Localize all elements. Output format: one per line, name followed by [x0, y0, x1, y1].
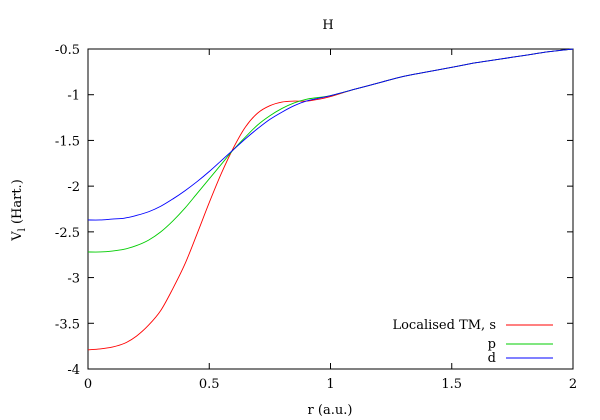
- y-axis-label-main: V: [10, 231, 25, 242]
- x-axis-label: r (a.u.): [308, 403, 353, 418]
- y-tick-label: -4: [67, 363, 80, 378]
- x-tick-label: 0.5: [199, 377, 220, 392]
- y-tick-label: -2.5: [55, 226, 80, 241]
- series-lines: [87, 48, 574, 351]
- series-line-1: [87, 48, 574, 351]
- x-tick-label: 1: [326, 377, 334, 392]
- axis-ticks: 0 0.5 1 1.5 2 -0.5 -1 -1.5 -2 -2.5 -3 -3.5 -4: [55, 43, 577, 392]
- y-axis-label: Vl (Hart.): [10, 179, 28, 242]
- x-tick-label: 2: [569, 377, 577, 392]
- y-tick-label: -1: [67, 89, 80, 104]
- series-line-2: [87, 48, 574, 253]
- legend-label: Localised TM, s: [392, 318, 496, 333]
- y-tick-label: -2: [67, 180, 80, 195]
- y-axis-label-suffix: (Hart.): [10, 179, 25, 228]
- chart-title: H: [322, 18, 333, 33]
- y-tick-label: -3.5: [55, 317, 80, 332]
- series-line-3: [87, 48, 574, 221]
- legend-label: p: [488, 337, 496, 352]
- y-axis-label-subscript: l: [17, 228, 28, 231]
- y-tick-label: -0.5: [55, 43, 80, 58]
- legend-label: d: [488, 351, 496, 366]
- x-tick-label: 1.5: [441, 377, 462, 392]
- y-tick-label: -3: [67, 272, 80, 287]
- y-tick-label: -1.5: [55, 134, 80, 149]
- x-tick-label: 0: [84, 377, 92, 392]
- legend: Localised TM, s pd: [392, 318, 553, 366]
